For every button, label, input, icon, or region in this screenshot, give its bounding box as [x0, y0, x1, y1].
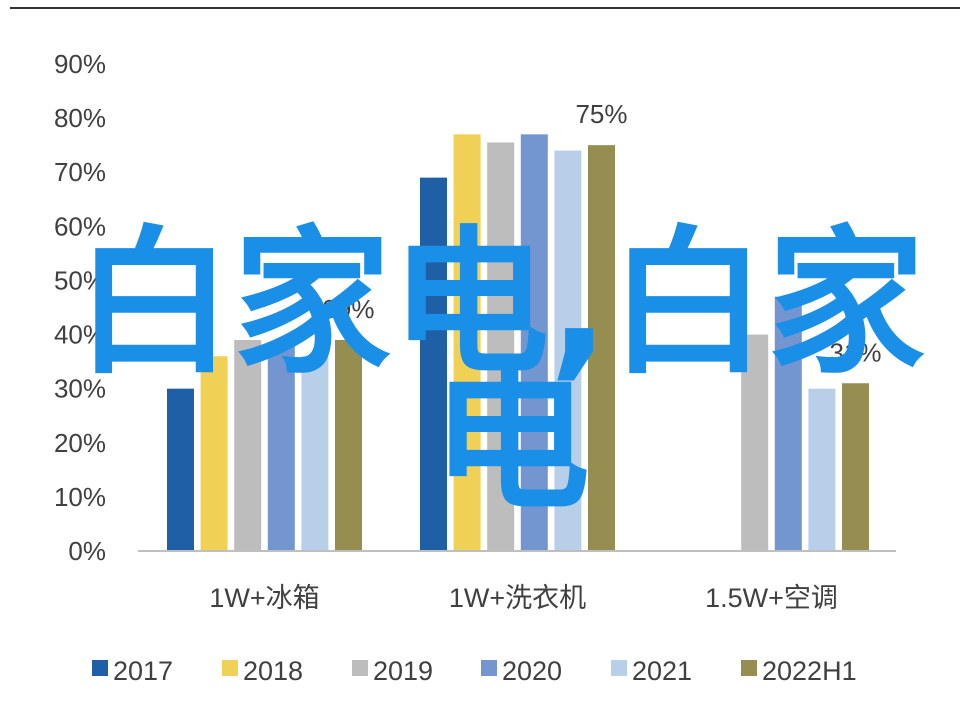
legend-label: 2021	[632, 656, 692, 686]
y-tick-label: 50%	[54, 265, 106, 295]
legend-swatch	[481, 660, 497, 676]
bar	[335, 339, 362, 551]
legend-swatch	[352, 660, 368, 676]
category-labels: 1W+冰箱 1W+洗衣机 1.5W+空调	[209, 583, 838, 613]
bar	[774, 296, 802, 551]
bar	[167, 388, 194, 551]
category-label: 1.5W+空调	[705, 583, 838, 613]
bar	[453, 134, 481, 551]
bar	[842, 383, 869, 551]
y-tick-label: 0%	[68, 536, 106, 566]
y-tick-label: 70%	[54, 157, 106, 187]
bar	[267, 345, 295, 551]
legend-swatch	[92, 660, 108, 676]
legend-label: 2022H1	[762, 656, 857, 686]
top-border	[10, 7, 960, 9]
watermark-line1: 白家电,白家	[75, 212, 925, 396]
y-axis-ticks: 0% 10% 20% 30% 40% 50% 60% 70% 80% 90%	[54, 49, 106, 566]
y-tick-label: 20%	[54, 428, 106, 458]
legend-label: 2020	[502, 656, 562, 686]
bar	[487, 142, 515, 551]
bar	[808, 388, 836, 551]
legend-label: 2019	[373, 656, 433, 686]
y-tick-label: 30%	[54, 374, 106, 404]
y-tick-label: 80%	[54, 103, 106, 133]
category-label: 1W+冰箱	[209, 583, 319, 613]
watermark-overlay: 白家电,白家 电	[75, 212, 925, 532]
bar	[420, 177, 447, 551]
bar	[554, 150, 582, 552]
y-tick-label: 40%	[54, 320, 106, 350]
bar	[301, 356, 329, 551]
legend-label: 2018	[243, 656, 303, 686]
bars	[167, 134, 869, 552]
legend-label: 2017	[113, 656, 173, 686]
bar	[234, 339, 262, 551]
legend-swatch	[222, 660, 238, 676]
bar	[588, 145, 615, 551]
bar	[520, 134, 548, 551]
category-label: 1W+洗衣机	[449, 583, 586, 613]
y-tick-label: 60%	[54, 211, 106, 241]
legend: 2017 2018 2019 2020 2021 2022H1	[92, 656, 857, 686]
legend-swatch	[611, 660, 627, 676]
data-label: 31%	[829, 337, 881, 367]
bar	[200, 356, 228, 551]
y-tick-label: 90%	[54, 49, 106, 79]
data-labels: 39% 75% 31%	[322, 99, 881, 367]
data-label: 75%	[575, 99, 627, 129]
y-tick-label: 10%	[54, 482, 106, 512]
watermark-line2: 电	[432, 348, 590, 532]
data-label: 39%	[322, 294, 374, 324]
bar	[741, 334, 769, 551]
legend-swatch	[741, 660, 757, 676]
